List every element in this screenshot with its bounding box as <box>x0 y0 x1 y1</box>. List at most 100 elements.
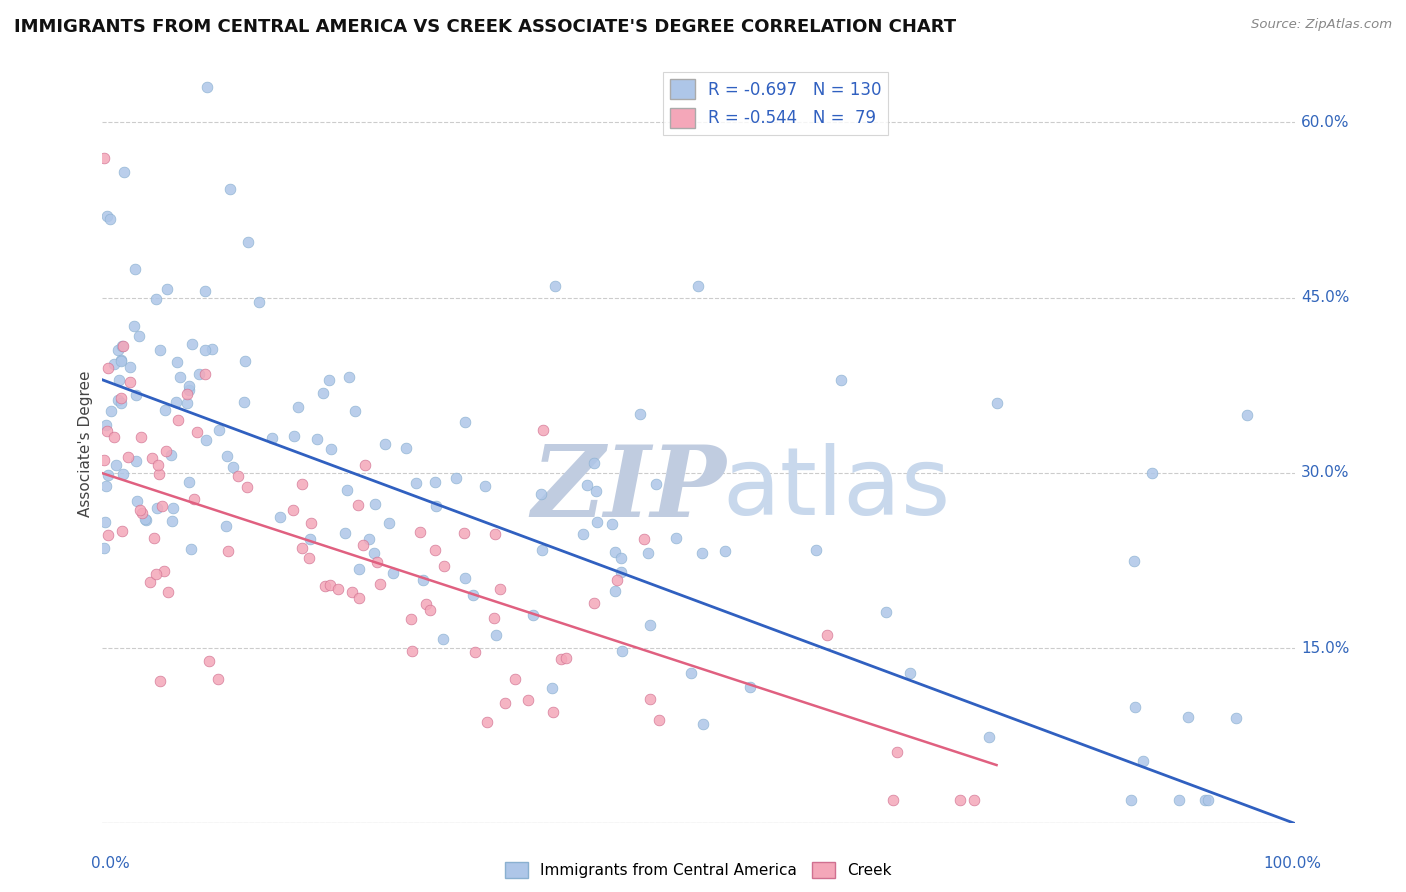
Point <box>522 608 544 623</box>
Point <box>638 618 661 632</box>
Text: ZIP: ZIP <box>531 441 725 538</box>
Point <box>120 360 142 375</box>
Point <box>194 367 217 381</box>
Point <box>110 353 132 368</box>
Point <box>349 591 371 606</box>
Point <box>127 494 149 508</box>
Point <box>644 477 666 491</box>
Point <box>305 432 328 446</box>
Point <box>444 470 467 484</box>
Point <box>179 383 201 397</box>
Point <box>425 500 447 514</box>
Point <box>401 643 423 657</box>
Point <box>464 645 486 659</box>
Point <box>194 284 217 298</box>
Point <box>112 165 135 179</box>
Point <box>145 566 167 581</box>
Point <box>366 555 388 569</box>
Point <box>1225 711 1247 725</box>
Point <box>221 460 243 475</box>
Point <box>326 582 349 596</box>
Point <box>118 375 141 389</box>
Point <box>111 339 134 353</box>
Point <box>370 577 392 591</box>
Point <box>1167 793 1189 807</box>
Point <box>183 492 205 507</box>
Point <box>494 696 516 710</box>
Point <box>1197 793 1219 807</box>
Point <box>692 717 714 731</box>
Point <box>353 458 375 473</box>
Point <box>100 404 122 418</box>
Point <box>134 511 156 525</box>
Point <box>606 573 628 587</box>
Point <box>359 532 381 546</box>
Point <box>166 355 188 369</box>
Point <box>585 515 607 529</box>
Point <box>986 396 1008 410</box>
Text: 0.0%: 0.0% <box>91 856 131 871</box>
Point <box>690 546 713 560</box>
Point <box>269 510 291 524</box>
Point <box>484 527 506 541</box>
Point <box>550 651 572 665</box>
Point <box>111 467 134 482</box>
Text: 30.0%: 30.0% <box>1301 466 1350 481</box>
Point <box>146 458 169 473</box>
Point <box>198 654 221 668</box>
Point <box>648 713 671 727</box>
Point <box>233 395 256 409</box>
Point <box>155 443 177 458</box>
Point <box>806 543 828 558</box>
Point <box>378 516 401 531</box>
Point <box>582 596 605 610</box>
Point <box>463 588 485 602</box>
Point <box>830 372 852 386</box>
Point <box>423 475 446 489</box>
Point <box>97 360 120 375</box>
Point <box>177 475 200 490</box>
Point <box>143 531 166 545</box>
Point <box>541 705 564 719</box>
Point <box>180 541 202 556</box>
Point <box>100 212 122 227</box>
Point <box>214 518 236 533</box>
Point <box>176 387 198 401</box>
Point <box>898 666 921 681</box>
Point <box>610 644 633 658</box>
Point <box>382 566 405 581</box>
Point <box>149 674 172 689</box>
Point <box>949 793 972 807</box>
Point <box>291 476 314 491</box>
Point <box>531 423 554 437</box>
Point <box>194 433 217 447</box>
Point <box>157 585 180 599</box>
Point <box>146 500 169 515</box>
Point <box>188 367 211 381</box>
Point <box>637 546 659 560</box>
Point <box>432 632 454 647</box>
Point <box>319 442 342 456</box>
Point <box>409 524 432 539</box>
Point <box>815 628 838 642</box>
Point <box>638 691 661 706</box>
Point <box>281 503 304 517</box>
Point <box>1132 754 1154 768</box>
Point <box>412 573 434 587</box>
Point <box>600 517 623 532</box>
Point <box>738 680 761 694</box>
Point <box>162 501 184 516</box>
Text: 60.0%: 60.0% <box>1301 115 1350 130</box>
Point <box>103 430 125 444</box>
Point <box>176 395 198 409</box>
Point <box>153 402 176 417</box>
Point <box>149 343 172 357</box>
Point <box>477 715 499 730</box>
Point <box>1119 793 1142 807</box>
Point <box>125 454 148 468</box>
Point <box>485 628 508 642</box>
Point <box>96 210 118 224</box>
Point <box>217 544 239 558</box>
Point <box>94 478 117 492</box>
Point <box>489 582 512 596</box>
